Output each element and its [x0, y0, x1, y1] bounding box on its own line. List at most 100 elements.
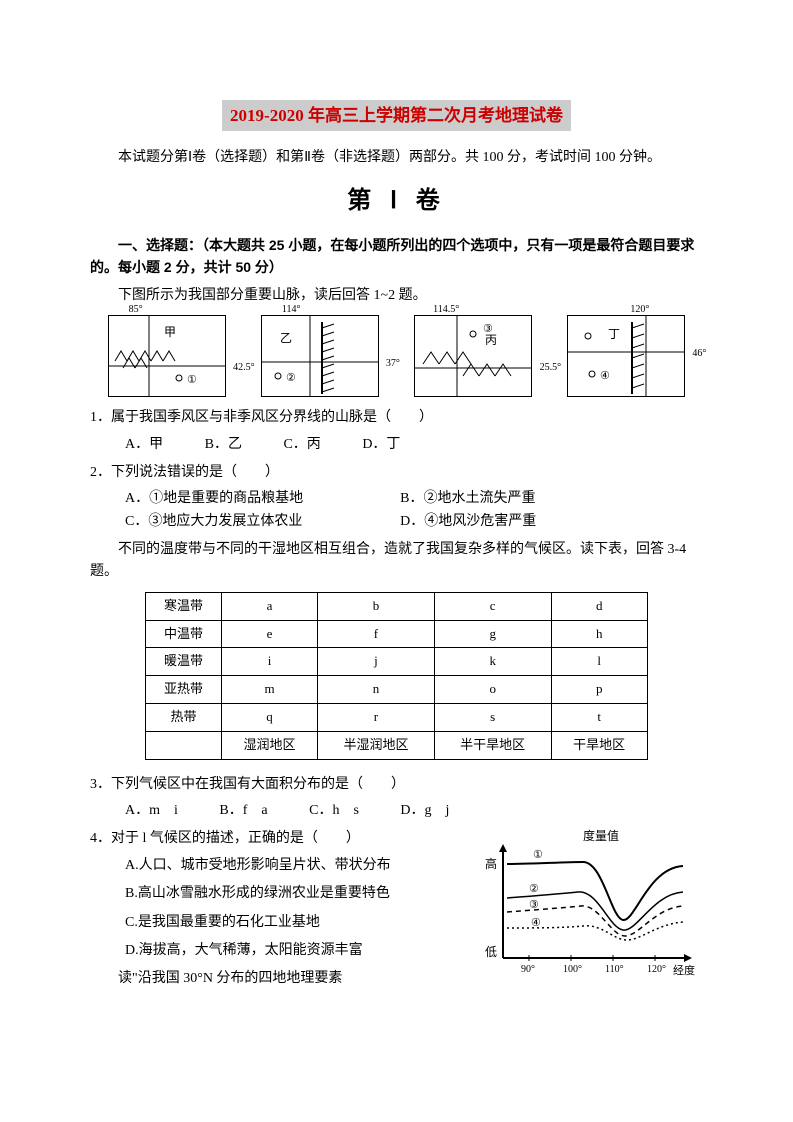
q1-opt-b: B．乙: [205, 434, 242, 456]
map-svg: 甲 ①: [109, 316, 225, 396]
svg-text:④: ④: [531, 917, 541, 929]
table-cell: 亚热带: [146, 676, 222, 704]
q2-opt-d: D．④地风沙危害严重: [400, 511, 672, 533]
table-row: 湿润地区 半湿润地区 半干旱地区 干旱地区: [146, 731, 648, 759]
table-cell: d: [551, 592, 647, 620]
table-row: 亚热带 m n o p: [146, 676, 648, 704]
svg-text:高: 高: [485, 856, 497, 871]
table-cell: p: [551, 676, 647, 704]
table-cell: b: [318, 592, 435, 620]
climate-table: 寒温带 a b c d 中温带 e f g h 暖温带 i j k l 亚热带 …: [145, 592, 648, 760]
q3-options: A．m i B．f a C．h s D．g j: [90, 800, 703, 822]
svg-text:②: ②: [286, 372, 296, 384]
svg-text:①: ①: [533, 849, 543, 861]
paragraph-1: 下图所示为我国部分重要山脉，读后回答 1~2 题。: [90, 285, 703, 307]
table-cell: 湿润地区: [221, 731, 317, 759]
table-cell: i: [221, 648, 317, 676]
chart-svg: 度量值 高 低 经度 90° 100° 110° 120° ① ② ③: [473, 828, 703, 978]
svg-text:③: ③: [483, 323, 493, 335]
table-cell: k: [434, 648, 551, 676]
svg-text:甲: 甲: [164, 325, 176, 339]
table-cell: m: [221, 676, 317, 704]
table-cell: r: [318, 704, 435, 732]
svg-text:乙: 乙: [280, 331, 292, 345]
coord-right: 25.5°: [540, 360, 562, 376]
q1-options: A．甲 B．乙 C．丙 D．丁: [90, 434, 703, 456]
svg-text:丙: 丙: [485, 333, 497, 347]
table-cell: t: [551, 704, 647, 732]
table-cell: h: [551, 620, 647, 648]
question-2: 2．下列说法错误的是（ ）: [90, 462, 703, 484]
map-ding: 120° 46° 丁 ④: [567, 315, 685, 397]
svg-text:120°: 120°: [647, 964, 666, 975]
table-cell: a: [221, 592, 317, 620]
map-svg: 丁 ④: [568, 316, 684, 396]
exam-title: 2019-2020 年高三上学期第二次月考地理试卷: [222, 100, 571, 131]
q3-opt-b: B．f a: [219, 800, 267, 822]
table-cell: f: [318, 620, 435, 648]
map-yi: 114° 37° 乙 ②: [261, 315, 379, 397]
q1-opt-c: C．丙: [283, 434, 320, 456]
svg-text:②: ②: [529, 883, 539, 895]
q3-opt-d: D．g j: [400, 800, 449, 822]
map-jia: 85° 42.5° 甲 ①: [108, 315, 226, 397]
table-cell: g: [434, 620, 551, 648]
section-heading: 第 Ⅰ 卷: [90, 182, 703, 220]
table-cell: 半干旱地区: [434, 731, 551, 759]
table-row: 暖温带 i j k l: [146, 648, 648, 676]
table-cell: 干旱地区: [551, 731, 647, 759]
svg-text:低: 低: [485, 945, 497, 959]
svg-text:④: ④: [600, 370, 610, 382]
svg-text:100°: 100°: [563, 964, 582, 975]
table-row: 热带 q r s t: [146, 704, 648, 732]
q1-opt-d: D．丁: [362, 434, 400, 456]
svg-text:③: ③: [529, 899, 539, 911]
table-cell: [146, 731, 222, 759]
coord-top: 114°: [282, 302, 301, 318]
table-row: 寒温带 a b c d: [146, 592, 648, 620]
q2-opt-c: C．③地应大力发展立体农业: [125, 511, 397, 533]
table-cell: 半湿润地区: [318, 731, 435, 759]
map-svg: 丙 ③: [415, 316, 531, 396]
table-cell: s: [434, 704, 551, 732]
table-cell: e: [221, 620, 317, 648]
table-cell: n: [318, 676, 435, 704]
table-row: 中温带 e f g h: [146, 620, 648, 648]
question-1: 1．属于我国季风区与非季风区分界线的山脉是（ ）: [90, 407, 703, 429]
table-cell: 热带: [146, 704, 222, 732]
coord-right: 37°: [386, 356, 400, 372]
svg-text:110°: 110°: [605, 964, 624, 975]
q2-opt-b: B．②地水土流失严重: [400, 488, 672, 510]
svg-text:①: ①: [187, 374, 197, 386]
map-svg: 乙 ②: [262, 316, 378, 396]
table-cell: q: [221, 704, 317, 732]
coord-top: 114.5°: [433, 302, 459, 318]
q3-opt-c: C．h s: [309, 800, 359, 822]
line-chart: 度量值 高 低 经度 90° 100° 110° 120° ① ② ③: [473, 828, 703, 978]
map-bing: 114.5° 25.5° 丙 ③: [414, 315, 532, 397]
coord-top: 85°: [129, 302, 143, 318]
q4-container: 4．对于 l 气候区的描述，正确的是（ ） A.人口、城市受地形影响呈片状、带状…: [90, 828, 703, 990]
q2-opt-a: A．①地是重要的商品粮基地: [125, 488, 397, 510]
paragraph-2: 不同的温度带与不同的干湿地区相互组合，造就了我国复杂多样的气候区。读下表，回答 …: [90, 539, 703, 584]
instructions-text: 一、选择题：（本大题共 25 小题，在每小题所列出的四个选项中，只有一项是最符合…: [90, 234, 703, 279]
coord-top: 120°: [630, 302, 649, 318]
maps-row: 85° 42.5° 甲 ① 114° 37° 乙 ② 114.5° 25.5°: [90, 315, 703, 397]
q1-opt-a: A．甲: [125, 434, 163, 456]
q3-opt-a: A．m i: [125, 800, 178, 822]
table-cell: o: [434, 676, 551, 704]
question-3: 3．下列气候区中在我国有大面积分布的是（ ）: [90, 774, 703, 796]
intro-text: 本试题分第Ⅰ卷（选择题）和第Ⅱ卷（非选择题）两部分。共 100 分，考试时间 1…: [90, 147, 703, 169]
svg-text:90°: 90°: [521, 964, 535, 975]
table-cell: j: [318, 648, 435, 676]
table-cell: 中温带: [146, 620, 222, 648]
table-cell: 寒温带: [146, 592, 222, 620]
coord-right: 42.5°: [233, 360, 255, 376]
title-container: 2019-2020 年高三上学期第二次月考地理试卷: [90, 100, 703, 131]
table-cell: c: [434, 592, 551, 620]
svg-text:丁: 丁: [608, 327, 620, 341]
q2-options: A．①地是重要的商品粮基地 B．②地水土流失严重 C．③地应大力发展立体农业 D…: [90, 488, 703, 533]
table-cell: l: [551, 648, 647, 676]
chart-title: 度量值: [583, 828, 619, 843]
coord-right: 46°: [692, 346, 706, 362]
